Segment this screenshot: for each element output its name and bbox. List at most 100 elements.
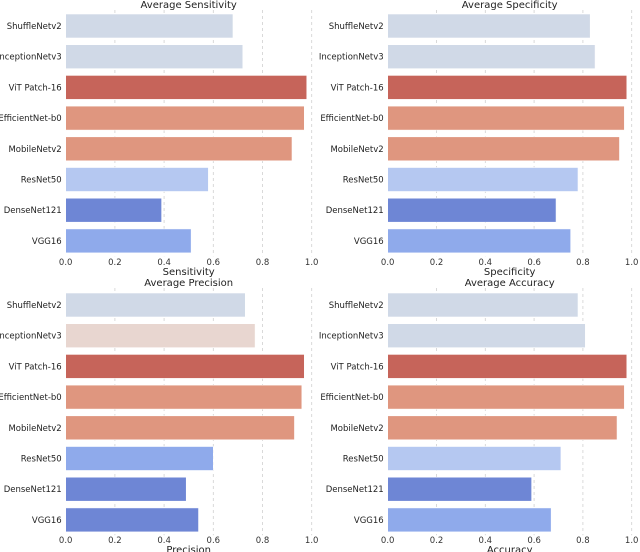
category-label: VGG16 [354, 516, 384, 526]
category-label: InceptionNetv3 [319, 332, 384, 342]
category-label: ResNet50 [343, 455, 384, 465]
bar-vit-patch-16 [387, 75, 628, 100]
category-label: ViT Patch-16 [9, 83, 62, 93]
x-tick-label: 0.2 [108, 536, 122, 546]
category-label: DenseNet121 [326, 485, 384, 495]
category-label: MobileNetv2 [8, 145, 61, 155]
bar-resnet50 [65, 446, 214, 471]
x-tick-label: 0.0 [59, 258, 73, 268]
category-label: ShuffleNetv2 [329, 22, 384, 32]
category-label: InceptionNetv3 [0, 332, 62, 342]
x-tick-label: 0.4 [479, 536, 493, 546]
category-label: VGG16 [32, 237, 62, 247]
bar-vgg16 [65, 228, 192, 254]
x-tick-label: 0.0 [381, 258, 395, 268]
x-tick-label: 0.2 [108, 258, 122, 268]
x-axis-label: Specificity [484, 267, 536, 278]
x-tick-label: 1.0 [305, 258, 319, 268]
category-label: VGG16 [32, 516, 62, 526]
x-axis-label: Accuracy [487, 545, 533, 552]
category-label: ViT Patch-16 [9, 362, 62, 372]
subplot-precision: ShuffleNetv2 InceptionNetv3 ViT Patch-16 Ef… [0, 278, 318, 552]
category-label: EfficientNet-b0 [0, 393, 62, 403]
category-label: MobileNetv2 [330, 145, 383, 155]
bar-inceptionnetv3 [387, 44, 596, 70]
bar-efficientnet-b0 [387, 384, 625, 410]
x-tick-label: 0.2 [430, 536, 444, 546]
category-label: ShuffleNetv2 [7, 301, 62, 311]
category-label: InceptionNetv3 [319, 53, 384, 63]
chart-title: Average Sensitivity [141, 0, 237, 11]
category-label: ResNet50 [21, 176, 62, 186]
category-label: ShuffleNetv2 [329, 301, 384, 311]
x-tick-label: 0.8 [256, 258, 270, 268]
bar-inceptionnetv3 [65, 44, 244, 70]
bar-shufflenetv2 [387, 292, 579, 318]
bar-inceptionnetv3 [387, 323, 586, 349]
bar-efficientnet-b0 [387, 105, 625, 131]
x-tick-label: 0.8 [576, 536, 590, 546]
chart-title: Average Precision [144, 278, 233, 289]
bar-densenet121 [387, 476, 532, 502]
category-label: InceptionNetv3 [0, 53, 62, 63]
bar-mobilenetv2 [65, 136, 293, 162]
category-label: ShuffleNetv2 [7, 22, 62, 32]
x-tick-label: 0.0 [59, 536, 73, 546]
x-tick-label: 0.6 [527, 536, 541, 546]
category-label: VGG16 [354, 237, 384, 247]
x-tick-label: 1.0 [625, 536, 639, 546]
x-tick-label: 0.4 [479, 258, 493, 268]
x-tick-label: 0.6 [207, 536, 221, 546]
x-tick-label: 1.0 [625, 258, 639, 268]
bar-shufflenetv2 [65, 292, 246, 318]
bar-resnet50 [387, 446, 562, 471]
bar-vit-patch-16 [65, 354, 305, 379]
bar-shufflenetv2 [387, 13, 591, 39]
bar-efficientnet-b0 [65, 105, 305, 131]
x-axis-label: Precision [166, 545, 211, 552]
bar-vgg16 [65, 507, 199, 533]
bar-resnet50 [65, 167, 209, 192]
bar-mobilenetv2 [387, 136, 620, 162]
bar-vgg16 [387, 228, 572, 254]
x-axis-label: Sensitivity [163, 267, 215, 278]
category-label: ResNet50 [21, 455, 62, 465]
subplot-accuracy: ShuffleNetv2 InceptionNetv3 ViT Patch-16 Ef… [319, 278, 639, 552]
category-label: DenseNet121 [326, 206, 384, 216]
category-label: ViT Patch-16 [331, 83, 384, 93]
x-tick-label: 0.0 [381, 536, 395, 546]
category-label: MobileNetv2 [8, 424, 61, 434]
bar-shufflenetv2 [65, 13, 234, 39]
category-label: EfficientNet-b0 [320, 393, 383, 403]
bar-densenet121 [65, 476, 187, 502]
category-label: DenseNet121 [4, 485, 62, 495]
bar-mobilenetv2 [65, 415, 295, 441]
bar-efficientnet-b0 [65, 384, 303, 410]
chart-title: Average Accuracy [465, 278, 555, 289]
category-label: DenseNet121 [4, 206, 62, 216]
bar-inceptionnetv3 [65, 323, 256, 349]
bar-vit-patch-16 [387, 354, 628, 379]
subplot-sensitivity: ShuffleNetv2 InceptionNetv3 ViT Patch-16 Ef… [0, 0, 318, 278]
chart-title: Average Specificity [462, 0, 558, 11]
x-tick-label: 0.8 [576, 258, 590, 268]
bar-vgg16 [387, 507, 552, 533]
subplot-specificity: ShuffleNetv2 InceptionNetv3 ViT Patch-16 Ef… [319, 0, 639, 278]
x-tick-label: 1.0 [305, 536, 319, 546]
x-tick-label: 0.6 [207, 258, 221, 268]
bar-mobilenetv2 [387, 415, 618, 441]
category-label: ViT Patch-16 [331, 362, 384, 372]
x-tick-label: 0.6 [527, 258, 541, 268]
category-label: EfficientNet-b0 [0, 114, 62, 124]
bar-densenet121 [387, 197, 557, 223]
x-tick-label: 0.4 [157, 536, 171, 546]
bar-vit-patch-16 [65, 75, 308, 100]
x-tick-label: 0.8 [256, 536, 270, 546]
bar-resnet50 [387, 167, 579, 192]
category-label: EfficientNet-b0 [320, 114, 383, 124]
x-tick-label: 0.2 [430, 258, 444, 268]
category-label: MobileNetv2 [330, 424, 383, 434]
bar-densenet121 [65, 197, 162, 223]
category-label: ResNet50 [343, 176, 384, 186]
x-tick-label: 0.4 [157, 258, 171, 268]
